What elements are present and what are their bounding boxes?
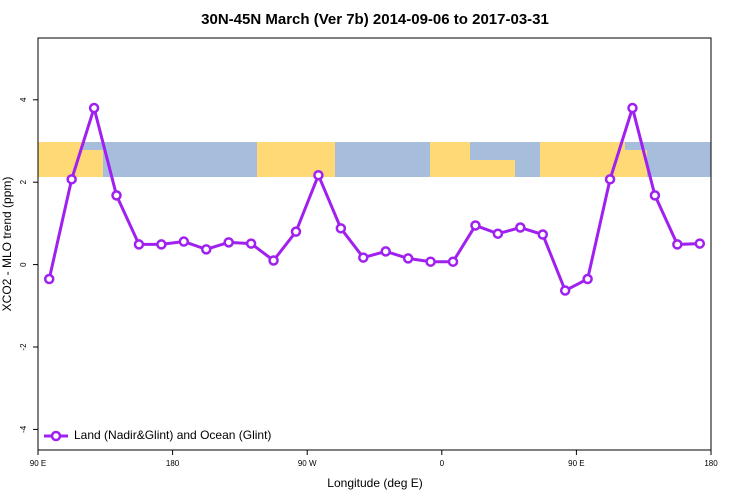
x-tick-label: 0 bbox=[440, 459, 445, 468]
y-tick-label: -2 bbox=[19, 343, 28, 351]
data-point bbox=[88, 102, 100, 114]
chart-title: 30N-45N March (Ver 7b) 2014-09-06 to 201… bbox=[201, 11, 549, 28]
plot-frame bbox=[37, 37, 712, 451]
x-tick-label: 90 E bbox=[568, 459, 584, 468]
data-point bbox=[111, 190, 122, 201]
y-tick-label: -4 bbox=[19, 425, 28, 433]
x-tick-label: 90 W bbox=[298, 459, 317, 468]
data-point bbox=[133, 239, 145, 250]
series-line bbox=[47, 102, 700, 293]
data-point bbox=[425, 256, 436, 267]
legend-marker bbox=[50, 430, 62, 442]
data-point bbox=[694, 238, 706, 249]
y-tick-label: 0 bbox=[19, 262, 28, 267]
data-point bbox=[627, 102, 638, 114]
y-axis-label: XCO2 - MLO trend (ppm) bbox=[0, 177, 14, 312]
map-band bbox=[38, 142, 711, 177]
data-point bbox=[515, 222, 526, 233]
data-point bbox=[66, 174, 77, 185]
x-tick-label: 90 E bbox=[30, 459, 46, 468]
data-point bbox=[223, 237, 234, 248]
data-point bbox=[290, 226, 302, 237]
data-point bbox=[492, 228, 504, 239]
data-point bbox=[335, 223, 347, 234]
data-point bbox=[672, 239, 683, 250]
x-tick-label: 180 bbox=[704, 459, 718, 468]
data-point bbox=[604, 174, 616, 185]
data-point bbox=[537, 229, 548, 240]
data-point bbox=[582, 273, 593, 285]
y-tick-label: 4 bbox=[19, 97, 28, 102]
data-point bbox=[380, 246, 391, 257]
data-point bbox=[178, 236, 190, 247]
data-point bbox=[559, 285, 571, 296]
y-tick-label: 2 bbox=[19, 179, 28, 184]
data-point bbox=[268, 255, 279, 266]
data-point bbox=[447, 256, 459, 267]
data-point bbox=[358, 252, 369, 263]
legend-label: Land (Nadir&Glint) and Ocean (Glint) bbox=[74, 428, 271, 442]
data-point bbox=[156, 239, 167, 250]
x-axis-label: Longitude (deg E) bbox=[327, 476, 422, 490]
data-point bbox=[201, 244, 212, 255]
data-point bbox=[43, 273, 55, 285]
data-point bbox=[649, 190, 661, 201]
data-point bbox=[245, 238, 257, 249]
data-point bbox=[470, 220, 481, 231]
data-point bbox=[313, 169, 324, 181]
data-point bbox=[402, 253, 414, 264]
x-tick-label: 180 bbox=[166, 459, 180, 468]
